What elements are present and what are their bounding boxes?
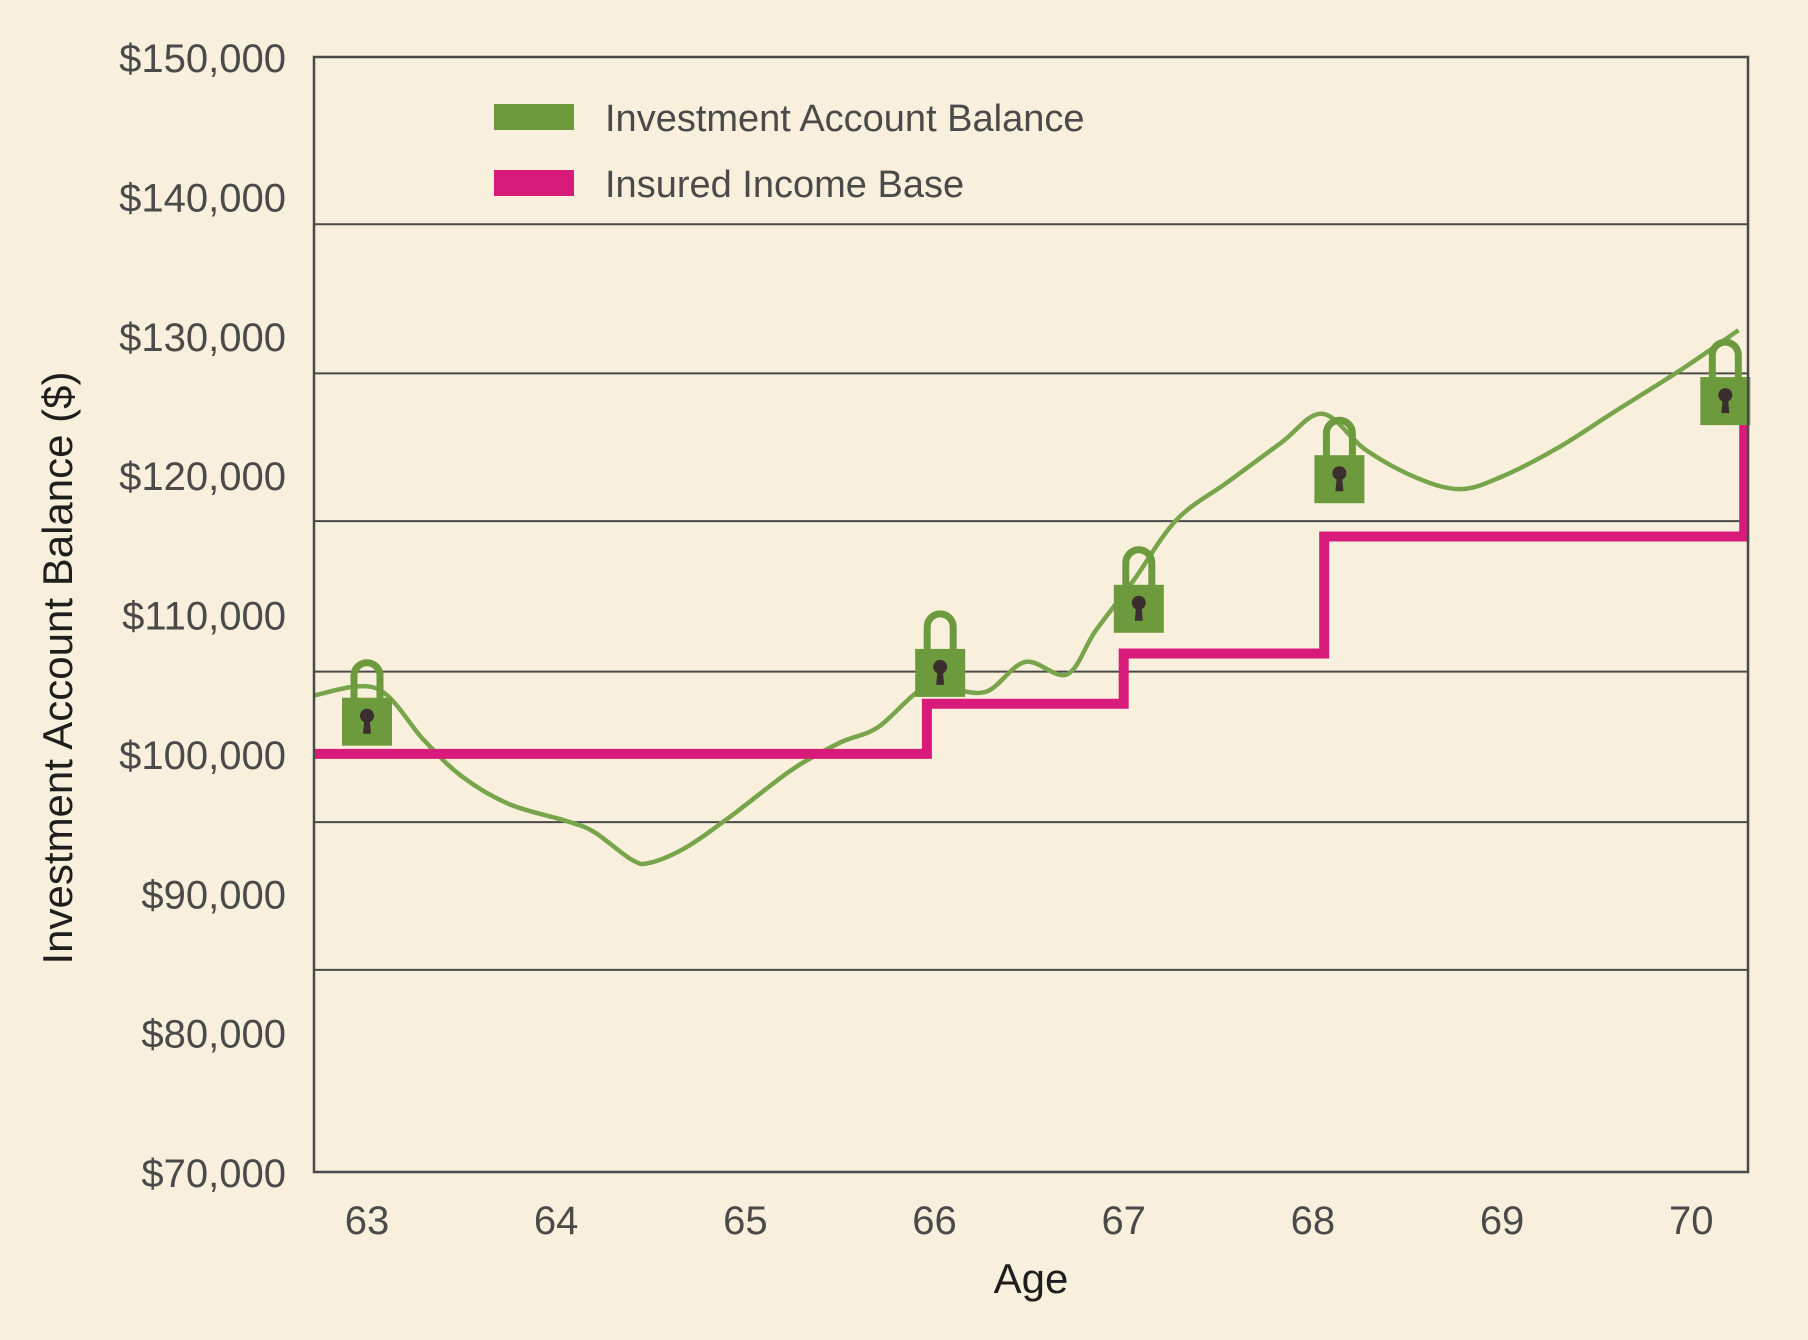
lock-markers [342, 338, 1751, 746]
x-tick-label: 63 [345, 1199, 390, 1243]
x-tick-label: 64 [534, 1199, 579, 1243]
x-axis-title: Age [994, 1255, 1069, 1302]
y-tick-label: $100,000 [119, 734, 286, 778]
y-tick-label: $140,000 [119, 176, 286, 220]
y-tick-label: $120,000 [119, 455, 286, 499]
series-group [313, 328, 1750, 867]
y-tick-labels: $150,000 $140,000 $130,000 $120,000 $110,000… [119, 37, 286, 1196]
legend-label-insured-income-base: Insured Income Base [605, 164, 964, 206]
padlock-icon [915, 610, 966, 697]
legend-label-investment-balance: Investment Account Balance [605, 98, 1085, 140]
x-tick-labels: 63 64 65 66 67 68 69 70 [345, 1199, 1714, 1243]
gridlines [314, 223, 1748, 971]
padlock-icon [1700, 338, 1751, 426]
plot-frame [312, 55, 1750, 1174]
x-tick-label: 70 [1669, 1199, 1714, 1243]
padlock-icon [342, 659, 392, 746]
y-tick-label: $70,000 [141, 1152, 286, 1196]
y-tick-label: $110,000 [122, 595, 286, 639]
investment-balance-line [313, 328, 1740, 867]
padlock-icon [1314, 416, 1365, 504]
insured-income-base-line [314, 419, 1750, 759]
padlock-icon [1113, 546, 1164, 633]
legend-swatch-investment-balance [494, 104, 574, 130]
y-axis-title: Investment Account Balance ($) [34, 372, 81, 965]
y-tick-label: $80,000 [141, 1013, 286, 1057]
legend-swatch-insured-income-base [494, 170, 574, 196]
x-tick-label: 67 [1101, 1199, 1146, 1243]
x-tick-label: 66 [912, 1199, 957, 1243]
y-tick-label: $90,000 [141, 873, 286, 917]
x-tick-label: 69 [1480, 1199, 1525, 1243]
x-tick-label: 65 [723, 1199, 768, 1243]
legend: Investment Account Balance Insured Incom… [494, 98, 1085, 206]
x-tick-label: 68 [1291, 1199, 1336, 1243]
y-tick-label: $150,000 [119, 37, 286, 81]
y-tick-label: $130,000 [119, 316, 286, 360]
